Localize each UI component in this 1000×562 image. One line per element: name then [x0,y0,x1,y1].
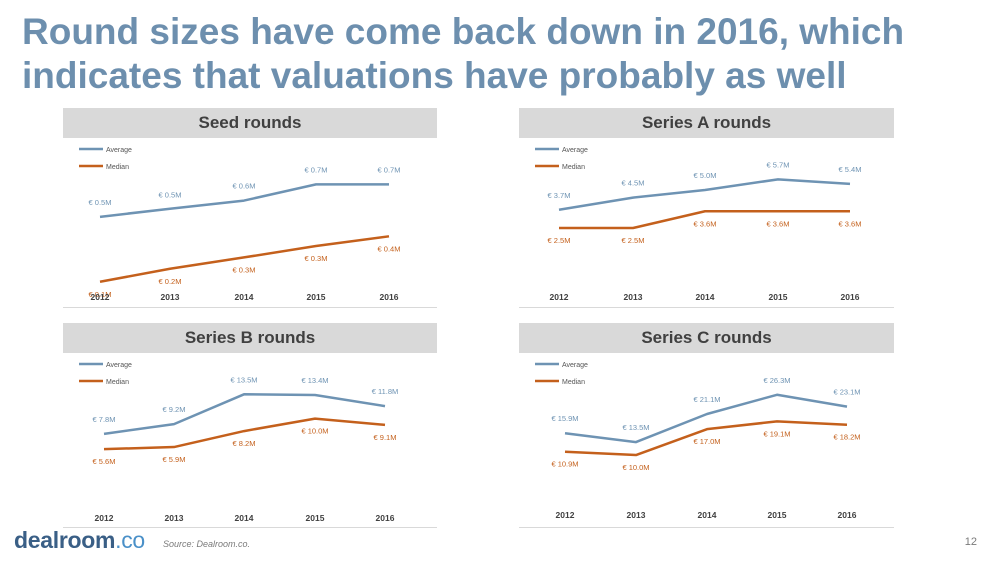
data-label: € 13.4M [301,376,328,385]
legend-label: Average [106,147,132,154]
data-label: € 9.1M [374,433,397,442]
x-tick-label: 2015 [769,292,788,302]
data-label: € 26.3M [763,376,790,385]
chart-panel-seed: Seed rounds Average Median € 0.5M € 0.5M € 0.… [63,108,437,308]
chart-title: Seed rounds [63,108,437,138]
data-label: € 2.5M [622,236,645,245]
data-label: € 0.3M [233,265,256,274]
series-line-median [559,210,850,230]
x-tick-label: 2012 [556,510,575,520]
line-chart: Average Median € 3.7M € 4.5M € 5.0M € 5.7M € 5… [519,147,894,308]
data-label: € 10.0M [301,427,328,436]
page-number: 12 [964,536,977,548]
x-tick-label: 2013 [165,513,184,523]
data-label: € 3.6M [694,219,717,228]
data-label: € 5.4M [839,165,862,174]
series-line-average [558,178,851,211]
data-label: € 11.8M [372,387,399,396]
x-tick-label: 2012 [95,513,114,523]
slide-title: Round sizes have come back down in 2016,… [22,11,905,96]
data-label: € 3.6M [839,219,862,228]
series-line-median [99,235,390,283]
chart-panel-series-a: Series A rounds Average Median € 3.7M € 4.5M… [519,108,894,308]
logo-main: dealroom [14,527,116,553]
data-label: € 5.9M [163,455,186,464]
x-tick-label: 2016 [376,513,395,523]
data-label: € 0.1M [89,290,112,299]
series-line-average [564,393,848,444]
data-label: € 10.0M [622,463,649,472]
data-label: € 8.2M [233,439,256,448]
series-line-average [99,183,389,219]
line-chart: Average Median € 0.5M € 0.5M € 0.6M € 0.7M € 0… [63,147,437,308]
data-label: € 18.2M [833,433,860,442]
data-label: € 5.6M [93,457,116,466]
data-label: € 0.7M [378,165,401,174]
x-tick-label: 2014 [235,513,254,523]
data-label: € 0.7M [305,165,328,174]
series-line-median [564,420,848,457]
data-label: € 23.1M [833,388,860,397]
data-label: € 5.0M [694,171,717,180]
source-note: Source: Dealroom.co. [163,539,251,549]
chart-title: Series C rounds [519,323,894,353]
data-label: € 4.5M [622,179,645,188]
legend-label: Median [562,379,585,386]
data-label: € 0.6M [233,182,256,191]
x-tick-label: 2013 [161,292,180,302]
x-tick-label: 2012 [91,292,110,302]
legend-label: Average [562,362,588,369]
x-tick-label: 2012 [550,292,569,302]
legend-label: Average [106,362,132,369]
chart-title: Series B rounds [63,323,437,353]
x-tick-label: 2016 [838,510,857,520]
x-tick-label: 2014 [696,292,715,302]
data-label: € 0.2M [159,277,182,286]
data-label: € 0.5M [159,191,182,200]
dealroom-logo: dealroom.co [14,527,145,554]
legend-label: Median [562,164,585,171]
data-label: € 9.2M [163,405,186,414]
chart-panel-series-b: Series B rounds Average Median € 7.8M € 9.2M… [63,323,437,528]
data-label: € 0.5M [89,198,112,207]
data-label: € 21.1M [693,395,720,404]
data-label: € 7.8M [93,415,116,424]
series-line-median [103,417,386,451]
x-tick-label: 2013 [624,292,643,302]
data-label: € 10.9M [551,460,578,469]
x-tick-label: 2016 [380,292,399,302]
legend-label: Median [106,164,129,171]
chart-panel-series-c: Series C rounds Average Median € 15.9M € 13.… [519,323,894,528]
line-chart: Average Median € 15.9M € 13.5M € 21.1M € 26.3… [519,362,894,528]
data-label: € 19.1M [763,429,790,438]
x-tick-label: 2014 [235,292,254,302]
x-tick-label: 2015 [306,513,325,523]
legend-label: Average [562,147,588,154]
x-tick-label: 2014 [698,510,717,520]
chart-title: Series A rounds [519,108,894,138]
data-label: € 0.4M [378,244,401,253]
data-label: € 5.7M [767,160,790,169]
x-tick-label: 2015 [768,510,787,520]
x-tick-label: 2013 [627,510,646,520]
data-label: € 0.3M [305,254,328,263]
logo-suffix: .co [115,527,145,553]
data-label: € 3.7M [548,191,571,200]
line-chart: Average Median € 7.8M € 9.2M € 13.5M € 13.4M €… [63,362,437,528]
data-label: € 13.5M [230,375,257,384]
x-tick-label: 2016 [841,292,860,302]
data-label: € 17.0M [693,437,720,446]
data-label: € 3.6M [767,219,790,228]
x-tick-label: 2015 [307,292,326,302]
legend-label: Median [106,379,129,386]
series-line-average [103,393,386,436]
data-label: € 15.9M [551,414,578,423]
data-label: € 2.5M [548,236,571,245]
data-label: € 13.5M [622,423,649,432]
